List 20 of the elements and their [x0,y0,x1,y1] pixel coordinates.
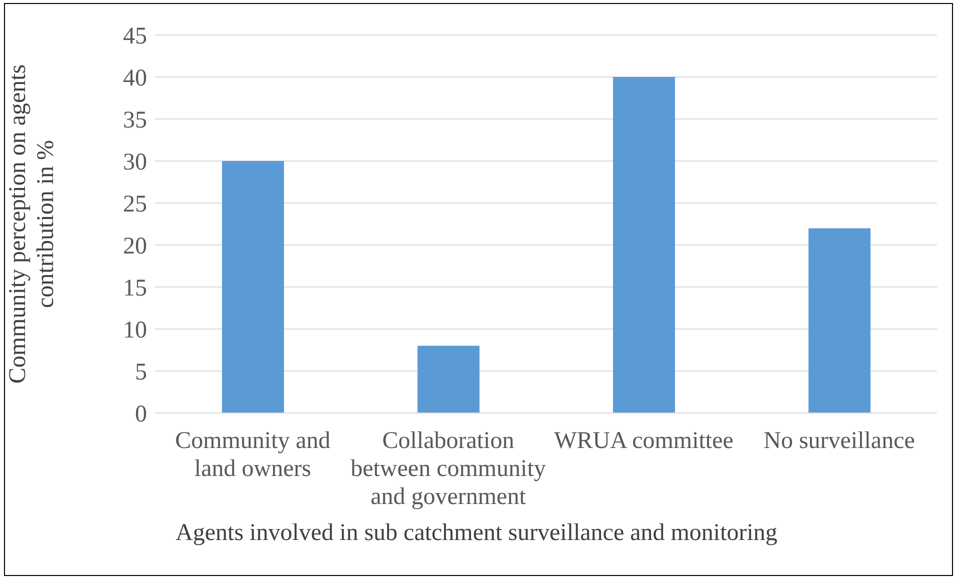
bar [808,228,870,413]
y-tick-label: 35 [123,108,147,134]
y-tick-label: 20 [123,234,147,260]
y-tick-label: 25 [123,192,147,218]
y-tick-label: 5 [135,360,147,386]
y-tick-label: 40 [123,66,147,92]
bar [222,161,284,413]
y-tick-label: 30 [123,150,147,176]
y-tick-label: 45 [123,24,147,50]
y-tick-label: 15 [123,276,147,302]
y-tick-label: 10 [123,318,147,344]
y-axis-title: Community perception on agents contribution in % [4,63,60,386]
x-tick-label: No surveillance [762,427,916,455]
x-tick-label: Community and land owners [175,428,330,482]
x-tick-label: Collaboration between community and government [350,427,547,511]
x-tick-label: WRUA committee [553,427,734,455]
bar [613,77,675,413]
y-tick-label: 0 [135,402,147,428]
bar [418,346,480,413]
x-axis-title: Agents involved in sub catchment surveillance and monitoring [174,520,778,547]
